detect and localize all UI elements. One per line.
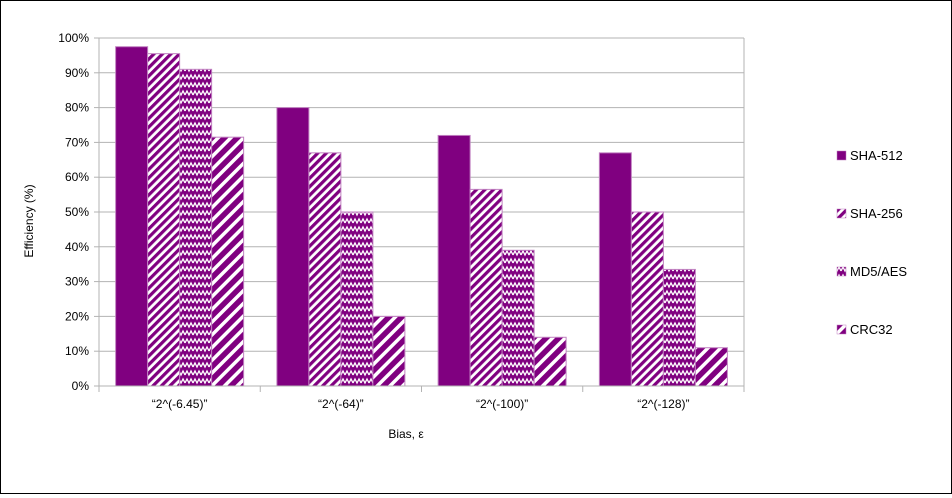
y-tick-label: 0% [72, 379, 90, 393]
bar [276, 107, 310, 387]
bar [147, 53, 181, 387]
y-tick-label: 50% [65, 205, 89, 219]
bars [115, 46, 728, 387]
legend-label: SHA-256 [850, 206, 903, 221]
y-tick-label: 80% [65, 101, 89, 115]
legend-swatch [836, 266, 847, 277]
y-tick-label: 90% [65, 66, 89, 80]
bar [211, 136, 245, 387]
bar [662, 268, 696, 387]
x-tick-label: “2^(-128)” [637, 397, 689, 411]
bar [437, 134, 471, 387]
y-tick-label: 60% [65, 170, 89, 184]
axes [94, 37, 745, 392]
legend-swatch [836, 208, 847, 219]
bar [501, 249, 535, 387]
x-axis-title: Bias, ε [388, 427, 424, 441]
legend-swatch [836, 324, 847, 335]
bar [340, 211, 374, 387]
bar [179, 68, 213, 387]
legend-label: SHA-512 [850, 148, 903, 163]
y-tick-label: 30% [65, 275, 89, 289]
legend-swatch [836, 150, 847, 161]
y-tick-label: 20% [65, 309, 89, 323]
bar [533, 336, 567, 387]
bar [598, 152, 632, 387]
legend-label: MD5/AES [850, 264, 907, 279]
y-tick-label: 100% [58, 31, 89, 45]
bar [372, 315, 406, 387]
tick-labels: 0% 10% 20% 30% 40% 50% 60% 70% 80% 90% 100% “2^(-6.… [58, 31, 689, 411]
y-tick-label: 70% [65, 135, 89, 149]
bar [630, 211, 664, 387]
bar [469, 188, 503, 387]
x-tick-label: “2^(-100)” [476, 397, 528, 411]
bar [115, 46, 149, 387]
legend: SHA-512 SHA-256 MD5/AES CRC32 [836, 148, 907, 337]
y-axis-title: Efficiency (%) [22, 184, 36, 257]
y-tick-label: 10% [65, 344, 89, 358]
x-tick-label: “2^(-6.45)” [152, 397, 208, 411]
bar [308, 152, 342, 387]
x-tick-label: “2^(-64)” [318, 397, 364, 411]
legend-label: CRC32 [850, 322, 893, 337]
y-tick-label: 40% [65, 240, 89, 254]
bar [694, 347, 728, 387]
